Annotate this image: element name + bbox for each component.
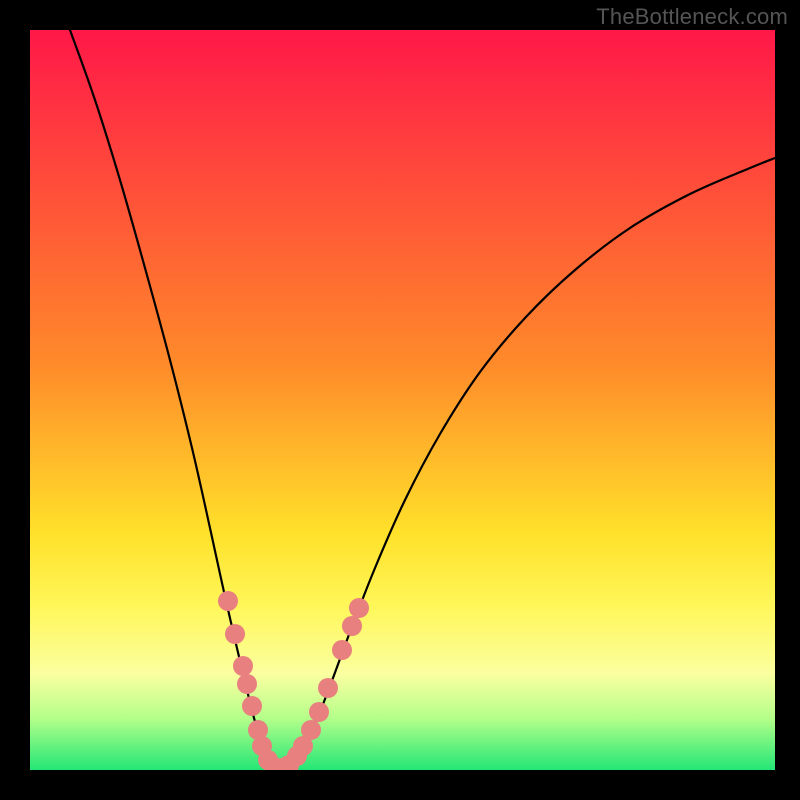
chart-frame: TheBottleneck.com (0, 0, 800, 800)
marker-dot (332, 640, 352, 660)
marker-dot (237, 674, 257, 694)
marker-dot (342, 616, 362, 636)
marker-dot (242, 696, 262, 716)
marker-dot (218, 591, 238, 611)
marker-dot (349, 598, 369, 618)
marker-dot (318, 678, 338, 698)
marker-layer (30, 30, 775, 770)
marker-dot (233, 656, 253, 676)
marker-dot (309, 702, 329, 722)
watermark-text: TheBottleneck.com (596, 4, 788, 30)
marker-dot (225, 624, 245, 644)
marker-dot (301, 720, 321, 740)
